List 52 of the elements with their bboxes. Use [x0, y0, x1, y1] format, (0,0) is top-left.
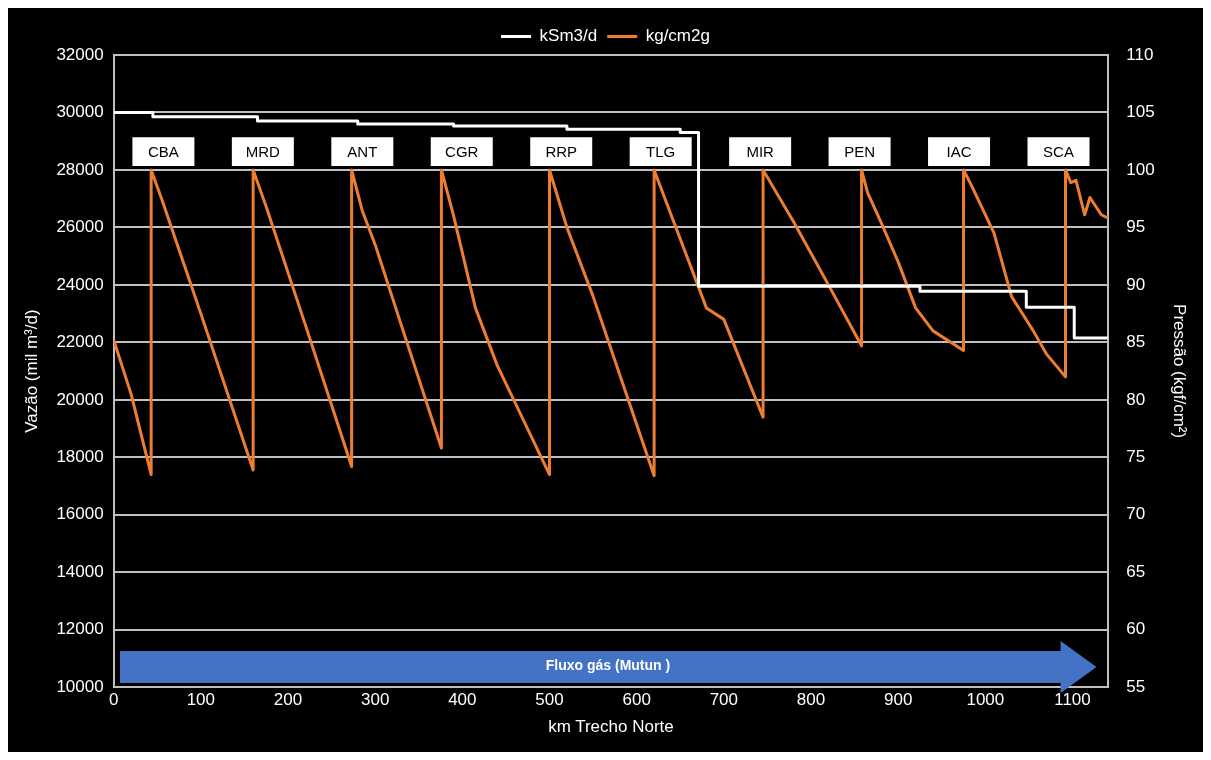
y-tick-label: 12000 [56, 619, 104, 639]
y-tick-label: 14000 [56, 561, 104, 581]
x-tick-label: 200 [273, 690, 303, 710]
y-tick-label: 16000 [56, 504, 104, 524]
y2-tick-label: 110 [1126, 44, 1154, 64]
x-tick-label: 400 [448, 690, 477, 710]
legend-label: kSm3/d [539, 26, 598, 46]
annotation: TLG [646, 142, 676, 160]
annotation: Fluxo gás (Mutun ) [544, 657, 672, 674]
y2-tick-label: 100 [1126, 159, 1155, 179]
y-tick-label: 22000 [56, 332, 104, 352]
y2-tick-label: 70 [1126, 504, 1146, 524]
x-axis-title: km Trecho Norte [548, 717, 674, 737]
y-tick-label: 32000 [56, 44, 104, 64]
y-tick-label: 24000 [56, 274, 104, 294]
y2-tick-label: 95 [1126, 217, 1146, 237]
y2-tick-label: 105 [1126, 102, 1155, 122]
y-tick-label: 20000 [56, 389, 104, 409]
y-tick-label: 30000 [56, 102, 104, 122]
y-tick-label: 28000 [56, 159, 104, 179]
annotation: PEN [844, 142, 876, 160]
x-tick-label: 500 [535, 690, 564, 710]
legend-label: kg/cm2g [645, 26, 710, 46]
y-axis-title: Vazão (mil m³/d) [21, 309, 41, 433]
x-tick-label: 800 [796, 690, 826, 710]
y2-tick-label: 85 [1126, 332, 1146, 352]
annotation: SCA [1043, 142, 1074, 160]
x-tick-label: 600 [622, 690, 651, 710]
x-tick-label: 900 [883, 690, 913, 710]
y2-axis-title: Pressão (kgf/cm²) [1170, 304, 1190, 439]
y2-tick-label: 65 [1126, 561, 1146, 581]
y2-tick-label: 60 [1126, 619, 1146, 639]
x-tick-label: 0 [108, 690, 119, 710]
annotation: MIR [746, 142, 775, 160]
y-tick-label: 26000 [56, 217, 104, 237]
y2-tick-label: 75 [1126, 447, 1146, 466]
annotation: RRP [545, 142, 578, 160]
annotation: CGR [445, 142, 479, 160]
annotation: CBA [147, 142, 179, 160]
y2-tick-label: 90 [1126, 274, 1146, 294]
x-tick-label: 1100 [1054, 690, 1091, 710]
x-tick-label: 300 [360, 690, 390, 710]
annotation: MRD [245, 142, 281, 160]
annotation: IAC [946, 142, 972, 160]
y2-tick-label: 55 [1126, 676, 1146, 696]
y-tick-label: 10000 [56, 676, 104, 696]
x-tick-label: 700 [709, 690, 739, 710]
annotation: ANT [347, 142, 378, 160]
y2-tick-label: 80 [1126, 389, 1146, 409]
x-tick-label: 100 [186, 690, 216, 710]
y-tick-label: 18000 [56, 447, 104, 466]
x-tick-label: 1000 [966, 690, 1005, 710]
